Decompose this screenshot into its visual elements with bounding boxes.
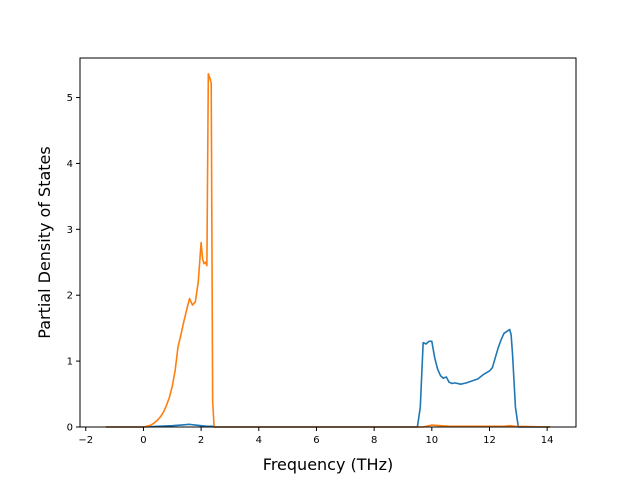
series-line-1	[105, 328, 551, 428]
x-tick-label: 0	[140, 435, 146, 446]
plot-frame	[79, 57, 577, 428]
x-tick-label: 14	[541, 435, 554, 446]
y-tick-label: 5	[67, 93, 73, 104]
plot-area	[105, 73, 551, 428]
y-axis-label: Partial Density of States	[35, 146, 54, 338]
x-tick-label: 6	[313, 435, 319, 446]
y-tick-label: 2	[67, 291, 73, 302]
x-axis-ticks: −2 0 2 4 6 8 10 12 14	[78, 427, 554, 446]
y-tick-label: 3	[67, 225, 73, 236]
x-tick-label: −2	[78, 435, 93, 446]
x-tick-label: 2	[198, 435, 204, 446]
x-axis-label: Frequency (THz)	[263, 455, 393, 474]
x-tick-label: 4	[256, 435, 262, 446]
y-tick-label: 0	[67, 423, 73, 434]
series-line-2	[105, 73, 551, 428]
x-tick-label: 12	[483, 435, 496, 446]
y-tick-label: 4	[67, 159, 73, 170]
x-tick-label: 8	[371, 435, 377, 446]
x-tick-label: 10	[425, 435, 438, 446]
y-axis-ticks: 0 1 2 3 4 5	[67, 93, 80, 434]
y-tick-label: 1	[67, 357, 73, 368]
